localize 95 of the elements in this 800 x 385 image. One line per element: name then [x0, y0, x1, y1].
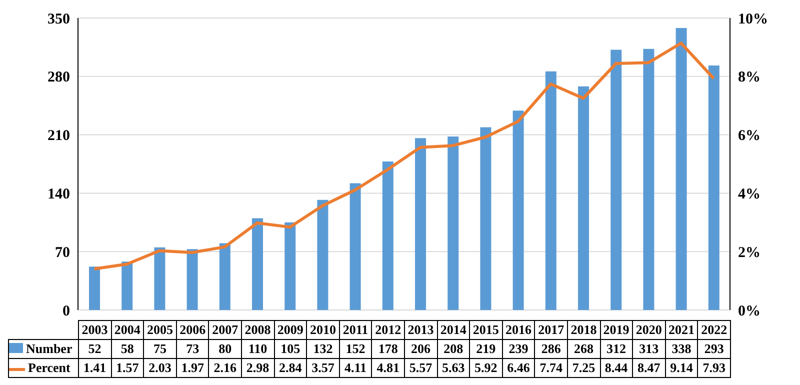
y2-tick-label: 10% — [738, 11, 768, 28]
data-label: 7.93 — [698, 358, 730, 378]
y2-tick-label: 8% — [738, 70, 760, 86]
data-label: 293 — [698, 340, 730, 358]
bar — [89, 266, 100, 310]
bar — [512, 110, 524, 310]
data-label: 80 — [208, 340, 242, 358]
line-series — [92, 42, 716, 270]
data-label: 8.47 — [632, 358, 666, 378]
x-tick-label: 2021 — [665, 320, 698, 340]
data-label: 1.97 — [176, 358, 209, 378]
y-tick-label: 140 — [48, 186, 70, 203]
data-label: 9.14 — [665, 358, 698, 378]
x-tick-label: 2019 — [600, 320, 633, 340]
bar — [708, 66, 720, 310]
y2-tick-label: 2% — [738, 244, 760, 261]
legend-label: Number — [8, 340, 78, 358]
data-label: 105 — [274, 340, 307, 358]
data-label: 4.11 — [339, 358, 372, 378]
data-label: 110 — [241, 340, 274, 358]
y-tick-label: 350 — [48, 11, 70, 28]
bar — [415, 138, 426, 310]
x-tick-label: 2022 — [698, 320, 730, 340]
legend-label: Percent — [8, 358, 78, 378]
bar — [350, 183, 361, 310]
data-label: 2.03 — [144, 358, 176, 378]
x-tick-label: 2015 — [470, 320, 502, 340]
data-label: 208 — [437, 340, 470, 358]
x-tick-label: 2020 — [632, 320, 666, 340]
x-tick-label: 2018 — [567, 320, 600, 340]
data-label: 286 — [534, 340, 568, 358]
data-label: 4.81 — [372, 358, 404, 378]
x-tick-label: 2011 — [339, 320, 372, 340]
x-tick-label: 2009 — [274, 320, 307, 340]
y-tick-label: 0 — [62, 303, 70, 320]
data-label: 2.98 — [241, 358, 274, 378]
bar — [382, 161, 394, 310]
data-label: 58 — [111, 340, 144, 358]
data-label: 5.63 — [437, 358, 470, 378]
y-tick-label: 70 — [55, 244, 70, 261]
x-tick-label: 2010 — [306, 320, 340, 340]
data-label: 178 — [372, 340, 404, 358]
data-label: 75 — [144, 340, 176, 358]
bar — [578, 86, 589, 310]
data-label: 338 — [665, 340, 698, 358]
x-tick-label: 2012 — [372, 320, 404, 340]
data-label: 152 — [339, 340, 372, 358]
data-label: 7.25 — [567, 358, 600, 378]
x-tick-label: 2014 — [437, 320, 470, 340]
data-label: 206 — [404, 340, 438, 358]
data-label: 313 — [632, 340, 666, 358]
data-label: 5.92 — [470, 358, 502, 378]
data-label: 2.84 — [274, 358, 307, 378]
bar — [480, 127, 492, 310]
data-label: 7.74 — [534, 358, 568, 378]
bar — [154, 247, 166, 310]
bar — [122, 262, 133, 310]
x-tick-label: 2005 — [144, 320, 176, 340]
x-tick-label: 2017 — [534, 320, 568, 340]
x-tick-label: 2007 — [208, 320, 242, 340]
x-tick-label: 2006 — [176, 320, 209, 340]
data-label: 1.57 — [111, 358, 144, 378]
data-label: 2.16 — [208, 358, 242, 378]
data-label: 52 — [78, 340, 112, 358]
data-label: 3.57 — [306, 358, 340, 378]
x-tick-label: 2008 — [241, 320, 274, 340]
bar — [610, 50, 622, 310]
data-label: 132 — [306, 340, 340, 358]
data-label: 6.46 — [502, 358, 535, 378]
bar — [448, 136, 459, 310]
data-label: 1.41 — [78, 358, 112, 378]
x-tick-label: 2004 — [111, 320, 144, 340]
y-tick-label: 210 — [48, 128, 70, 144]
data-label: 239 — [502, 340, 535, 358]
bar — [252, 218, 263, 310]
y2-tick-label: 6% — [738, 128, 760, 144]
data-label: 5.57 — [404, 358, 438, 378]
x-tick-label: 2016 — [502, 320, 535, 340]
bar — [186, 249, 198, 310]
data-label: 8.44 — [600, 358, 633, 378]
bar — [545, 71, 556, 310]
bar — [317, 200, 328, 310]
x-tick-label: 2003 — [78, 320, 112, 340]
data-label: 312 — [600, 340, 633, 358]
data-label: 268 — [567, 340, 600, 358]
data-label: 219 — [470, 340, 502, 358]
bar — [676, 28, 687, 310]
bar — [643, 48, 654, 310]
bar — [284, 222, 296, 310]
y2-tick-label: 0% — [738, 303, 760, 320]
y-tick-label: 280 — [48, 70, 70, 86]
x-tick-label: 2013 — [404, 320, 438, 340]
bar — [219, 243, 230, 310]
y2-tick-label: 4% — [738, 186, 760, 203]
data-label: 73 — [176, 340, 209, 358]
